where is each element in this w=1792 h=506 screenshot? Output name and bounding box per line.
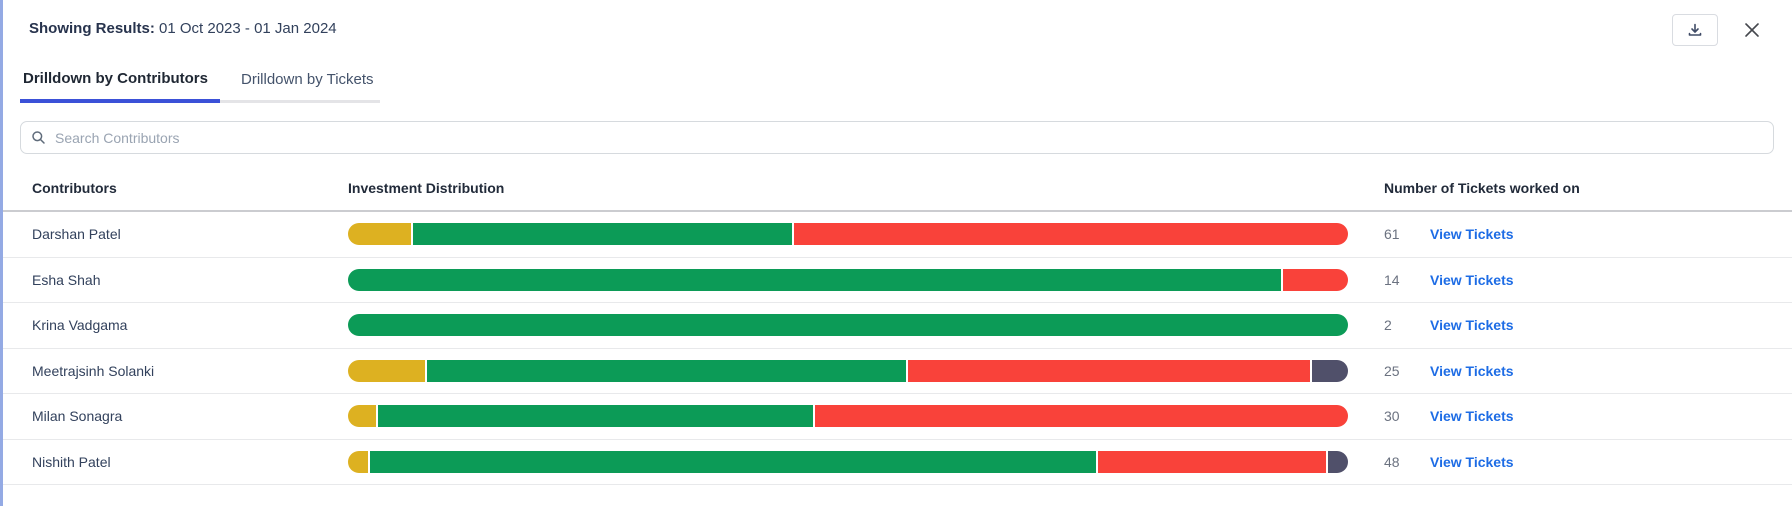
view-tickets-link[interactable]: View Tickets — [1430, 317, 1514, 334]
ticket-count: 14 — [1384, 271, 1400, 288]
bar-segment-green — [348, 314, 1348, 337]
bar-segment-yellow — [348, 359, 425, 382]
investment-distribution-bar — [348, 405, 1348, 428]
contributor-name: Darshan Patel — [32, 226, 121, 243]
investment-distribution-bar — [348, 450, 1348, 473]
bar-segment-red — [1097, 450, 1327, 473]
view-tickets-link[interactable]: View Tickets — [1430, 271, 1514, 288]
bar-segment-dark — [1328, 450, 1348, 473]
bar-segment-red — [907, 359, 1311, 382]
bar-segment-red — [794, 223, 1348, 246]
tab-drilldown-by-contributors[interactable]: Drilldown by Contributors — [20, 70, 220, 103]
table-body: Darshan Patel 61 View Tickets Esha Shah … — [3, 212, 1792, 485]
ticket-count: 30 — [1384, 408, 1400, 425]
contributors-table: Contributors Investment Distribution Num… — [3, 166, 1792, 485]
ticket-count: 2 — [1384, 317, 1392, 334]
table-row: Darshan Patel 61 View Tickets — [3, 212, 1792, 258]
contributor-name: Nishith Patel — [32, 453, 111, 470]
table-header-row: Contributors Investment Distribution Num… — [3, 166, 1792, 212]
column-header-investment-distribution: Investment Distribution — [348, 180, 505, 196]
bar-segment-green — [426, 359, 906, 382]
table-row: Milan Sonagra 30 View Tickets — [3, 394, 1792, 440]
bar-segment-red — [1283, 268, 1348, 291]
investment-distribution-bar — [348, 268, 1348, 291]
contributor-name: Milan Sonagra — [32, 408, 123, 425]
column-header-tickets-worked-on: Number of Tickets worked on — [1384, 180, 1580, 196]
bar-segment-dark — [1312, 359, 1348, 382]
bar-segment-yellow — [348, 405, 376, 428]
table-row: Nishith Patel 48 View Tickets — [3, 439, 1792, 485]
view-tickets-link[interactable]: View Tickets — [1430, 408, 1514, 425]
ticket-count: 25 — [1384, 362, 1400, 379]
table-row: Krina Vadgama 2 View Tickets — [3, 303, 1792, 349]
bar-segment-red — [815, 405, 1348, 428]
close-button[interactable] — [1738, 16, 1766, 44]
tab-drilldown-by-tickets[interactable]: Drilldown by Tickets — [220, 71, 380, 103]
bar-segment-yellow — [348, 450, 368, 473]
date-range-value: 01 Oct 2023 - 01 Jan 2024 — [159, 20, 337, 37]
contributor-name: Krina Vadgama — [32, 317, 128, 334]
top-bar-actions — [1672, 14, 1766, 46]
search-input[interactable] — [55, 129, 1763, 146]
ticket-count: 48 — [1384, 453, 1400, 470]
column-header-contributors: Contributors — [32, 180, 117, 196]
investment-distribution-bar — [348, 314, 1348, 337]
bar-segment-green — [377, 405, 814, 428]
view-tickets-link[interactable]: View Tickets — [1430, 226, 1514, 243]
showing-results-label: Showing Results: — [29, 20, 155, 37]
investment-distribution-bar — [348, 359, 1348, 382]
showing-results: Showing Results: 01 Oct 2023 - 01 Jan 20… — [29, 14, 337, 37]
bar-segment-green — [412, 223, 793, 246]
ticket-count: 61 — [1384, 226, 1400, 243]
contributor-name: Meetrajsinh Solanki — [32, 362, 155, 379]
bar-segment-yellow — [348, 223, 411, 246]
investment-distribution-bar — [348, 223, 1348, 246]
search-bar — [20, 121, 1774, 154]
search-icon — [31, 130, 46, 145]
tab-bar: Drilldown by Contributors Drilldown by T… — [20, 70, 1792, 103]
table-row: Esha Shah 14 View Tickets — [3, 257, 1792, 303]
contributor-name: Esha Shah — [32, 271, 101, 288]
close-icon — [1742, 20, 1762, 40]
top-bar: Showing Results: 01 Oct 2023 - 01 Jan 20… — [3, 0, 1792, 46]
view-tickets-link[interactable]: View Tickets — [1430, 362, 1514, 379]
download-icon — [1687, 22, 1703, 38]
bar-segment-green — [348, 268, 1282, 291]
bar-segment-green — [369, 450, 1096, 473]
download-button[interactable] — [1672, 14, 1718, 46]
view-tickets-link[interactable]: View Tickets — [1430, 453, 1514, 470]
table-row: Meetrajsinh Solanki 25 View Tickets — [3, 348, 1792, 394]
